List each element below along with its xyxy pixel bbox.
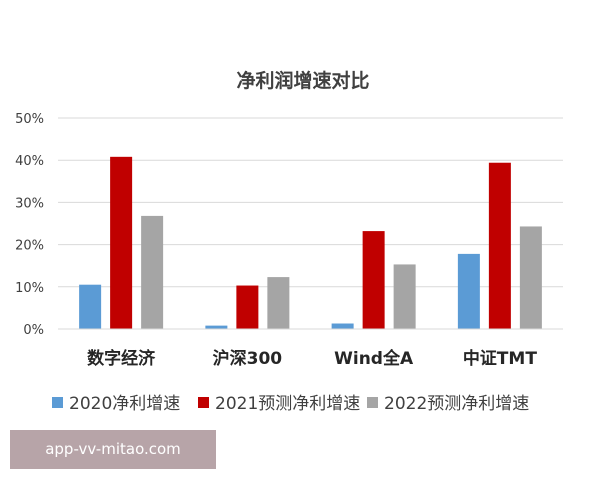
y-tick-label: 20% <box>15 239 44 254</box>
legend-swatch <box>198 397 209 408</box>
bar-3-3 <box>393 264 416 329</box>
bar-2-3 <box>362 231 385 329</box>
bar-1-2 <box>205 325 228 329</box>
gridlines <box>58 117 563 288</box>
bar-2-4 <box>488 162 511 329</box>
y-tick-label: 30% <box>15 196 44 211</box>
bars <box>79 156 542 329</box>
x-tick-label: Wind全A <box>334 348 414 369</box>
bar-1-1 <box>79 284 102 329</box>
legend: 2020净利增速 2021预测净利增速 2022预测净利增速 <box>52 394 529 414</box>
y-tick-label: 50% <box>15 112 44 127</box>
bar-1-3 <box>331 323 354 329</box>
bar-chart: 净利润增速对比 0% 10% 20% 30% 40% 50% 数字经济 沪深300 Wind全… <box>15 69 563 414</box>
x-tick-label: 数字经济 <box>87 348 156 369</box>
bar-3-1 <box>141 215 164 329</box>
bar-2-2 <box>236 285 259 329</box>
legend-label: 2020净利增速 <box>69 394 180 414</box>
watermark-banner: app-vv-mitao.com <box>10 430 216 469</box>
legend-label: 2022预测净利增速 <box>384 394 529 414</box>
bar-2-1 <box>110 156 133 329</box>
legend-swatch <box>52 397 63 408</box>
y-tick-label: 40% <box>15 154 44 169</box>
legend-swatch <box>367 397 378 408</box>
bar-3-2 <box>267 277 290 329</box>
bar-1-4 <box>457 253 480 329</box>
x-axis-ticks: 数字经济 沪深300 Wind全A 中证TMT <box>87 348 537 369</box>
y-tick-label: 10% <box>15 281 44 296</box>
legend-label: 2021预测净利增速 <box>215 394 360 414</box>
y-axis-ticks: 0% 10% 20% 30% 40% 50% <box>15 112 44 338</box>
bar-3-4 <box>519 226 542 329</box>
x-tick-label: 中证TMT <box>463 348 538 369</box>
chart-title: 净利润增速对比 <box>236 69 369 92</box>
y-tick-label: 0% <box>23 323 44 338</box>
x-tick-label: 沪深300 <box>213 348 283 369</box>
